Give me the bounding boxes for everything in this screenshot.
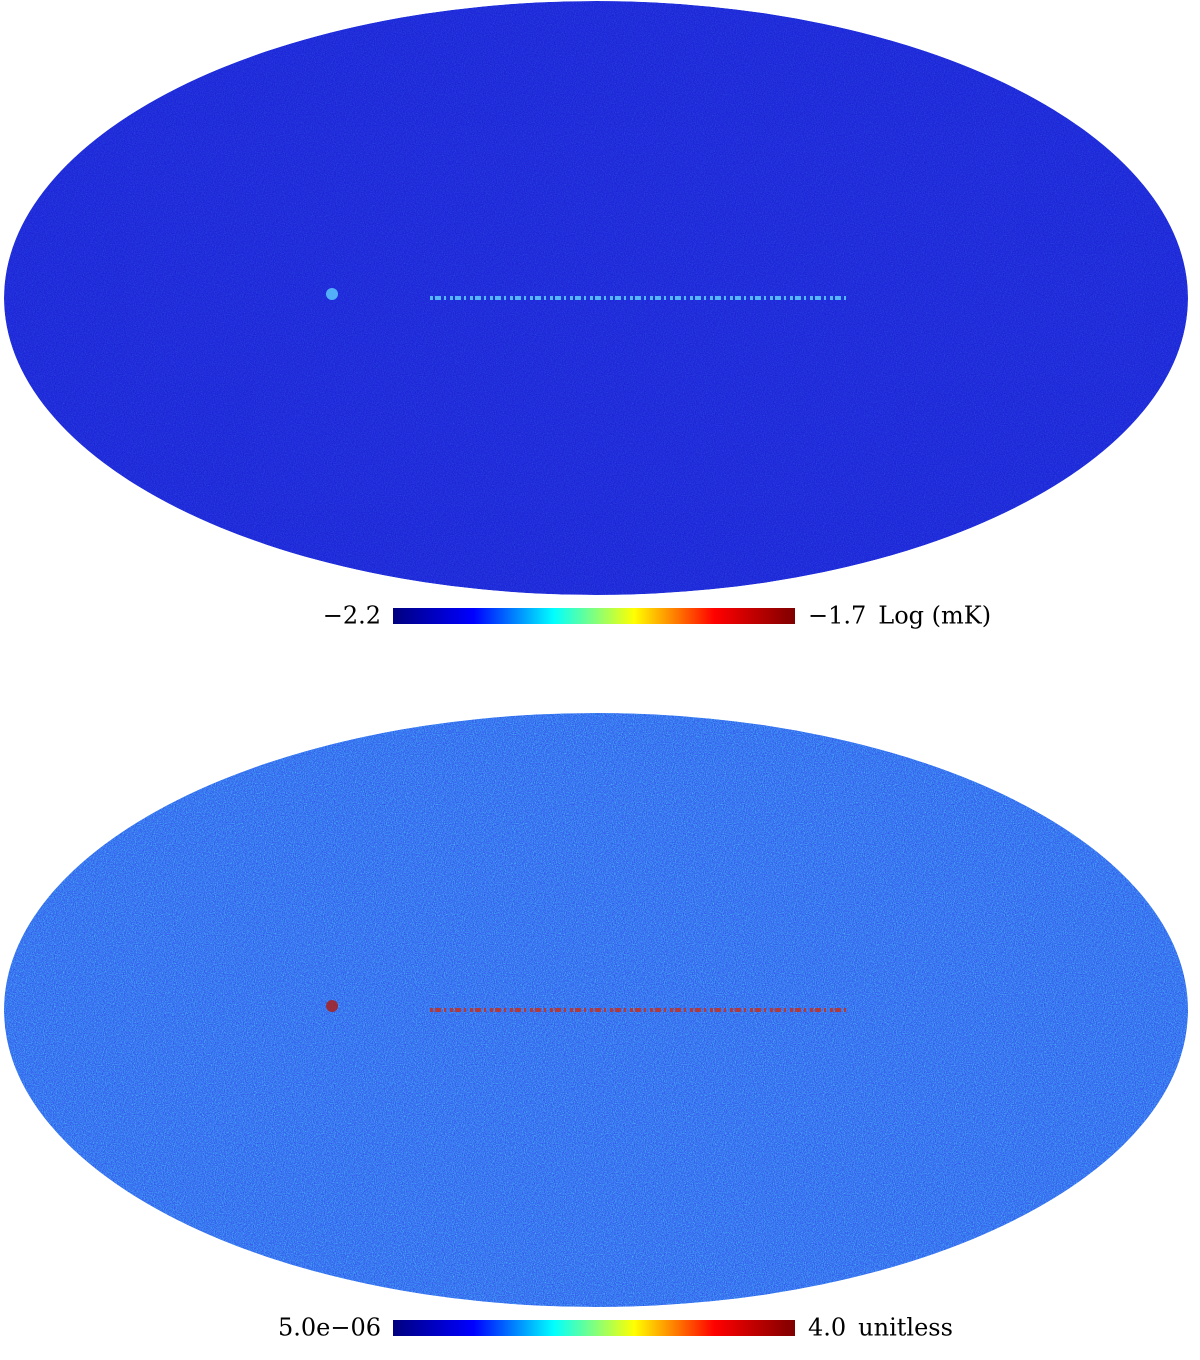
sky-map: [4, 1, 1188, 595]
colorbar: [393, 608, 795, 624]
colorbar-unit: unitless: [858, 1314, 953, 1342]
colorbar-label: 5.0e−06: [278, 1314, 381, 1342]
colorbar-label: −2.2: [323, 602, 381, 630]
colorbar-label: −1.7: [808, 602, 866, 630]
source: [326, 288, 338, 300]
colorbar-label: 4.0: [808, 1314, 846, 1342]
source: [326, 1000, 338, 1012]
colorbar: [393, 1320, 795, 1336]
sky-map: [4, 713, 1188, 1307]
colorbar-unit: Log (mK): [878, 602, 991, 630]
